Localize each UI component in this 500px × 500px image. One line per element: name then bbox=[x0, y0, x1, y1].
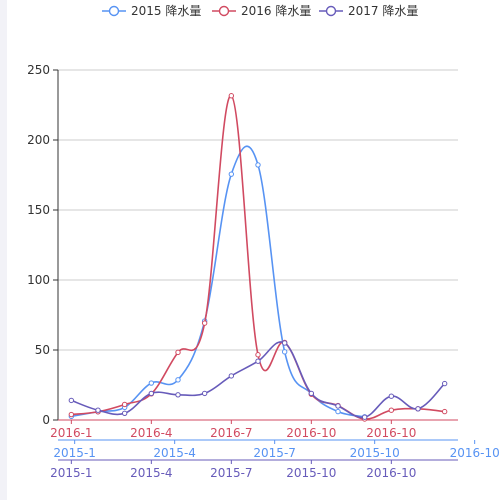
data-point[interactable] bbox=[335, 408, 341, 415]
legend-marker bbox=[325, 5, 337, 17]
series-1 bbox=[68, 93, 448, 422]
x-tick-label: 2016-7 bbox=[210, 426, 253, 440]
legend-marker bbox=[218, 5, 230, 17]
legend: 2015 降水量 2016 降水量 2017 降水量 bbox=[102, 4, 418, 18]
x-tick-label: 2015-1 bbox=[50, 466, 93, 480]
legend-label: 2016 降水量 bbox=[241, 4, 311, 18]
data-point[interactable] bbox=[388, 393, 395, 399]
data-point[interactable] bbox=[201, 390, 208, 397]
data-point[interactable] bbox=[255, 162, 261, 168]
data-point[interactable] bbox=[121, 410, 128, 416]
data-point[interactable] bbox=[228, 93, 235, 99]
x-tick-label: 2015-10 bbox=[350, 446, 400, 460]
data-point[interactable] bbox=[281, 340, 288, 346]
y-axis: 0 50 100 150 200 250 bbox=[27, 63, 59, 427]
data-point[interactable] bbox=[415, 406, 421, 412]
data-point[interactable] bbox=[148, 380, 155, 386]
y-tick-label: 100 bbox=[27, 273, 50, 287]
data-point[interactable] bbox=[228, 171, 235, 177]
legend-item-1[interactable]: 2016 降水量 bbox=[212, 4, 311, 18]
data-point[interactable] bbox=[201, 320, 208, 326]
y-tick-label: 0 bbox=[42, 413, 50, 427]
y-tick-label: 150 bbox=[27, 203, 50, 217]
legend-label: 2017 降水量 bbox=[348, 4, 418, 18]
series-2 bbox=[68, 340, 448, 420]
x-tick-label: 2016-10 bbox=[286, 426, 336, 440]
series-lines bbox=[68, 93, 448, 422]
x-tick-label: 2015-7 bbox=[253, 446, 296, 460]
data-point[interactable] bbox=[281, 349, 288, 355]
x-tick-label: 2016-10 bbox=[450, 446, 500, 460]
series-line bbox=[71, 94, 445, 420]
legend-marker bbox=[108, 5, 120, 17]
data-point[interactable] bbox=[68, 397, 75, 404]
data-point[interactable] bbox=[255, 352, 261, 358]
data-point[interactable] bbox=[441, 408, 448, 415]
data-point[interactable] bbox=[308, 390, 315, 397]
data-point[interactable] bbox=[441, 380, 448, 387]
data-point[interactable] bbox=[361, 414, 368, 420]
data-point[interactable] bbox=[121, 401, 128, 408]
data-point[interactable] bbox=[68, 411, 75, 418]
x-tick-label: 2015-4 bbox=[153, 446, 196, 460]
x-tick-label: 2015-10 bbox=[286, 466, 336, 480]
x-tick-label: 2016-10 bbox=[366, 426, 416, 440]
x-tick-label: 2015-1 bbox=[53, 446, 96, 460]
data-point[interactable] bbox=[255, 358, 261, 364]
x-tick-label: 2016-10 bbox=[366, 466, 416, 480]
legend-item-0[interactable]: 2015 降水量 bbox=[102, 4, 201, 18]
x-tick-label: 2016-1 bbox=[50, 426, 93, 440]
left-strip bbox=[0, 0, 7, 500]
y-tick-label: 50 bbox=[35, 343, 50, 357]
grid bbox=[58, 69, 458, 351]
y-tick-label: 250 bbox=[27, 63, 50, 77]
legend-label: 2015 降水量 bbox=[131, 4, 201, 18]
data-point[interactable] bbox=[228, 373, 235, 379]
data-point[interactable] bbox=[175, 377, 181, 383]
legend-item-2[interactable]: 2017 降水量 bbox=[319, 4, 418, 18]
y-tick-label: 200 bbox=[27, 133, 50, 147]
x-tick-label: 2015-7 bbox=[210, 466, 253, 480]
data-point[interactable] bbox=[95, 407, 101, 413]
data-point[interactable] bbox=[175, 392, 181, 398]
data-point[interactable] bbox=[148, 390, 155, 397]
x-tick-label: 2016-4 bbox=[130, 426, 173, 440]
data-point[interactable] bbox=[175, 349, 181, 356]
data-point[interactable] bbox=[388, 407, 395, 413]
data-point[interactable] bbox=[335, 403, 341, 409]
x-tick-label: 2015-4 bbox=[130, 466, 173, 480]
x-axes: 2016-1 2016-4 2016-7 2016-10 2016-10 2015-1 20… bbox=[50, 419, 500, 480]
